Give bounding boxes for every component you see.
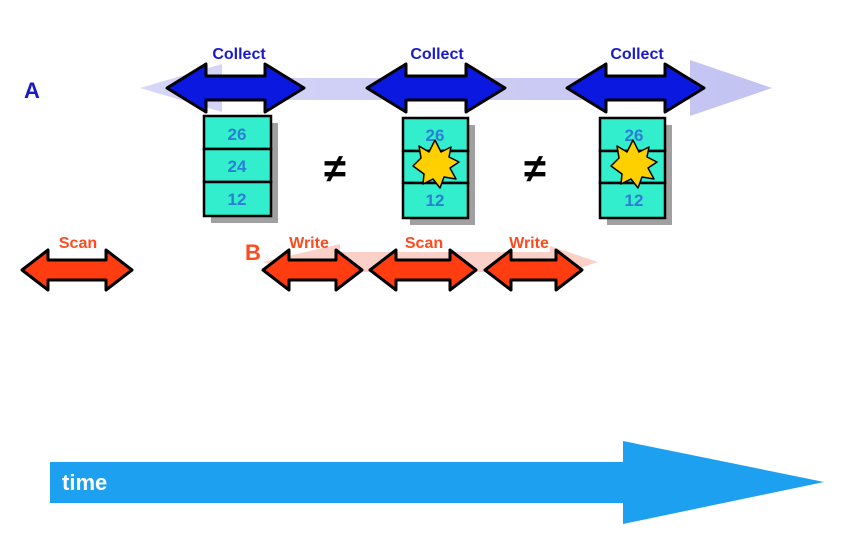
scan-label-1: Scan: [59, 235, 97, 252]
snapshot-1-value-top: 26: [228, 125, 247, 144]
snapshot-1-value-bottom: 12: [228, 190, 247, 209]
time-axis-arrow: [50, 441, 824, 524]
time-axis: time: [50, 441, 824, 524]
snapshot-1: 26 24 12: [202, 114, 278, 223]
collect-arrow-1: [165, 62, 306, 114]
snapshot-1-cell-bottom: [202, 180, 273, 218]
snapshot-2: 26 12: [401, 116, 475, 225]
write-operation-2: Write: [483, 235, 584, 292]
snapshot-1-cell-top: [202, 114, 273, 151]
write-operation-1: Write: [261, 235, 364, 292]
write-arrow-2: [483, 248, 584, 292]
snapshot-2-value-top: 26: [426, 126, 445, 145]
snapshot-3-cell-bottom: [598, 181, 667, 220]
snapshot-1-cell-middle: [202, 147, 273, 184]
thread-a-label: A: [24, 78, 40, 103]
scan-arrow-2: [368, 248, 478, 292]
thread-b-label: B: [245, 240, 261, 265]
collect-operation-3: Collect: [565, 46, 706, 114]
overwrite-burst-icon-1: [412, 139, 460, 189]
collect-operation-2: Collect: [365, 46, 507, 114]
overwrite-burst-icon-2: [610, 139, 658, 189]
scan-label-2: Scan: [405, 235, 443, 252]
collect-arrow-3: [565, 62, 706, 114]
snapshot-3-value-top: 26: [625, 126, 644, 145]
snapshot-3-cell-top: [598, 116, 667, 153]
not-equal-symbol-1: ≠: [324, 147, 346, 191]
snapshot-3-value-bottom: 12: [625, 191, 644, 210]
scan-operation-2: Scan: [368, 235, 478, 292]
collect-arrow-2: [365, 62, 507, 114]
collect-label-3: Collect: [610, 46, 664, 63]
scan-arrow-1: [20, 248, 134, 292]
scan-operation-1: Scan: [20, 235, 134, 292]
snapshot-2-value-bottom: 12: [426, 191, 445, 210]
collect-label-2: Collect: [410, 46, 464, 63]
write-label-1: Write: [289, 235, 329, 252]
collect-operation-1: Collect: [165, 46, 306, 114]
snapshot-2-cell-bottom: [401, 181, 470, 220]
not-equal-symbol-2: ≠: [524, 147, 546, 191]
snapshot-3: 26 12: [598, 116, 672, 225]
collect-label-1: Collect: [212, 46, 266, 63]
write-arrow-1: [261, 248, 364, 292]
snapshot-1-value-middle: 24: [228, 157, 247, 176]
write-label-2: Write: [509, 235, 549, 252]
time-axis-label: time: [62, 470, 107, 495]
